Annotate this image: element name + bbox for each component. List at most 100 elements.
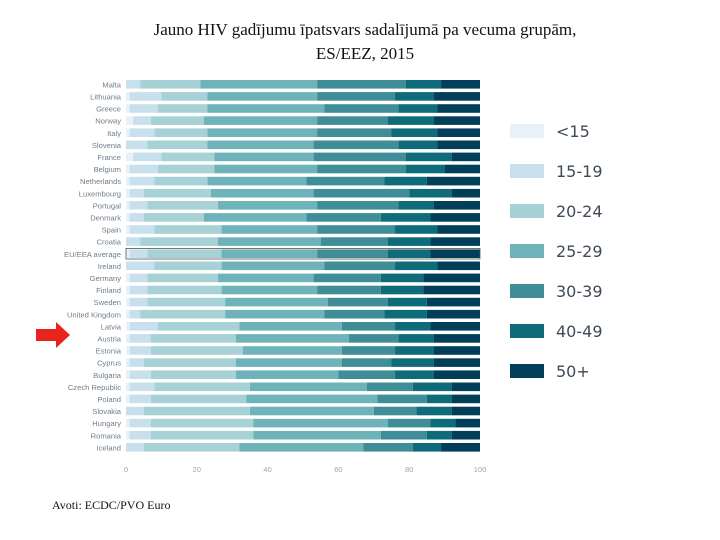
bar-segment [249, 406, 374, 416]
bar-segment [451, 394, 480, 404]
bar-segment [150, 346, 243, 355]
bar-segment [129, 128, 155, 137]
category-label: Denmark [90, 214, 121, 223]
bar-segment [444, 164, 480, 174]
bar-segment [150, 418, 254, 428]
red-arrow-icon [36, 322, 70, 348]
bar-segment [129, 346, 151, 355]
bar-segment [126, 201, 130, 210]
x-tick-label: 80 [405, 465, 413, 474]
bar-segment [126, 188, 130, 198]
bar-segment [126, 370, 130, 379]
category-label: Cyprus [97, 359, 121, 368]
bar-segment [239, 322, 342, 331]
bar-segment [157, 322, 240, 331]
bar-segment [143, 213, 204, 222]
bar-segment [207, 140, 314, 150]
bar-segment [126, 92, 130, 101]
bar-segment [423, 273, 480, 283]
bar-segment [384, 309, 427, 319]
bar-segment [147, 140, 208, 150]
bar-segment [246, 394, 378, 404]
legend-label: 20-24 [556, 202, 603, 221]
legend-swatch [510, 124, 544, 138]
bar-segment [341, 322, 396, 331]
bar-segment [200, 80, 318, 89]
bar-segment [129, 225, 155, 234]
category-label: Austria [97, 335, 121, 344]
bar-segment [338, 370, 396, 379]
bar-segment [437, 104, 480, 113]
bar-segment [377, 394, 427, 404]
bar-segment [430, 322, 480, 331]
bar-segment [317, 128, 392, 137]
bar-segment [398, 140, 438, 150]
bar-segment [207, 104, 325, 113]
bar-segment [235, 334, 350, 343]
bar-segment [317, 201, 399, 210]
bar-segment [433, 92, 480, 101]
bar-segment [154, 261, 222, 271]
bar-segment [147, 297, 226, 307]
bar-segment [317, 249, 388, 258]
bar-segment [253, 418, 388, 428]
bar-segment [327, 297, 388, 307]
bar-segment [133, 152, 162, 162]
bar-segment [143, 358, 236, 367]
bar-segment [320, 237, 388, 246]
bar-segment [239, 443, 364, 452]
bar-segment [126, 334, 130, 343]
bar-segment [225, 309, 325, 319]
bar-segment [129, 322, 158, 331]
bar-segment [387, 237, 431, 246]
bar-segment [150, 116, 204, 125]
bar-segment [126, 249, 130, 258]
bar-segment [395, 322, 431, 331]
bar-segment [126, 430, 130, 440]
legend-swatch [510, 364, 544, 378]
bar-segment [387, 297, 427, 307]
bar-segment [317, 164, 406, 174]
bar-segment [210, 188, 314, 198]
bar-segment [126, 261, 155, 271]
category-label: Belgium [94, 165, 121, 174]
category-label: Greece [96, 105, 121, 114]
bar-segment [126, 80, 141, 89]
x-tick-label: 0 [124, 465, 128, 474]
bar-segment [423, 285, 480, 295]
bar-segment [126, 406, 144, 416]
bar-segment [426, 297, 480, 307]
bar-segment [395, 261, 438, 271]
category-label: Poland [97, 395, 121, 404]
bar-segment [140, 309, 226, 319]
category-label: Spain [102, 226, 121, 235]
bar-segment [395, 225, 438, 234]
bar-segment [126, 394, 130, 404]
bar-segment [129, 394, 151, 404]
bar-segment [126, 273, 130, 283]
bar-segment [143, 406, 250, 416]
bar-segment [129, 418, 151, 428]
bar-segment [147, 201, 219, 210]
bar-segment [154, 225, 222, 234]
bar-segment [426, 309, 480, 319]
category-label: Lithuania [90, 93, 122, 102]
legend-swatch [510, 164, 544, 178]
bar-segment [317, 92, 396, 101]
bar-segment [430, 213, 480, 222]
legend-label: <15 [556, 122, 590, 141]
bar-segment [129, 334, 151, 343]
bar-segment [154, 382, 250, 392]
bar-segment [126, 116, 134, 125]
bar-segment [143, 443, 240, 452]
bar-segment [129, 201, 148, 210]
bar-segment [225, 297, 328, 307]
bar-segment [317, 225, 396, 234]
bar-segment [235, 370, 339, 379]
bar-segment [313, 188, 410, 198]
bar-segment [129, 297, 148, 307]
bar-segment [154, 176, 208, 186]
bar-segment [391, 128, 438, 137]
bar-segment [147, 285, 222, 295]
